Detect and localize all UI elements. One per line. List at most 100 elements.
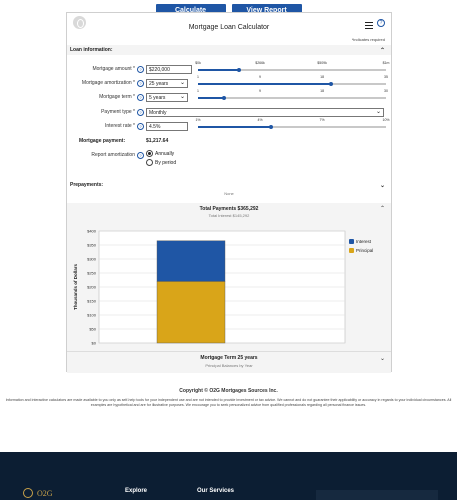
amount-tick: $1m <box>382 61 390 65</box>
amount-row: Mortgage amount * ? $220,000 $0k $266k $… <box>67 61 391 75</box>
y-tick-label: $300 <box>87 257 97 262</box>
y-tick-label: $200 <box>87 285 97 290</box>
amortization-slider-fill <box>198 83 332 85</box>
interest-help-icon[interactable]: ? <box>137 123 144 130</box>
term-tick: 30 <box>384 89 388 93</box>
legend-label: Interest <box>356 239 372 244</box>
y-tick-label: $250 <box>87 271 97 276</box>
term-slider[interactable] <box>198 95 386 100</box>
total-payments: Total Payments $365,292 <box>199 206 259 212</box>
amortization-tick: 9 <box>259 75 262 79</box>
y-tick-label: $0 <box>92 341 97 346</box>
payment-type-help-icon[interactable]: ? <box>137 109 144 116</box>
y-tick-label: $350 <box>87 243 97 248</box>
interest-input[interactable]: 4.5% <box>146 122 188 131</box>
payment-type-value: Monthly <box>149 110 167 116</box>
term-subtitle: Principal Balances by Year <box>205 363 253 368</box>
loan-info-label: Loan information: <box>70 47 113 53</box>
amortization-value: 25 years <box>149 81 169 87</box>
term-title: Mortgage Term 25 years <box>200 355 258 361</box>
report-amortization-label: Report amortization <box>91 152 135 158</box>
amortization-slider[interactable] <box>198 81 386 86</box>
interest-slider-handle[interactable] <box>269 124 274 129</box>
amount-input[interactable]: $220,000 <box>146 65 192 74</box>
total-interest: Total Interest $145,292 <box>208 213 250 218</box>
term-tick: 9 <box>259 89 262 93</box>
legend-label: Principal <box>356 248 373 253</box>
amount-label: Mortgage amount * <box>92 66 135 72</box>
amortization-select[interactable]: 25 years ⌄ <box>146 79 188 88</box>
amortization-tick: 35 <box>384 75 388 79</box>
radio-by-period[interactable] <box>146 159 153 166</box>
term-row: Mortgage term * ? 5 years ⌄ 1 9 18 30 <box>67 89 391 103</box>
interest-label: Interest rate * <box>104 123 135 129</box>
prepayments-label: Prepayments: <box>70 182 104 188</box>
amount-tick: $266k <box>255 61 265 65</box>
term-tick: 18 <box>320 89 325 93</box>
term-slider-fill <box>198 97 225 99</box>
interest-ticks: 1% 4% 7% 10% <box>195 118 390 123</box>
amortization-help-icon[interactable]: ? <box>137 80 144 87</box>
copyright: Copyright © O2G Mortgages Sources Inc. <box>179 388 278 394</box>
radio-annually[interactable] <box>146 150 153 157</box>
chevron-down-icon: ⌄ <box>375 109 381 115</box>
interest-row: Interest rate * ? 4.5% 1% 4% 7% 10% <box>67 118 391 132</box>
chart-section: Total Payments $365,292 Total Interest $… <box>67 203 391 351</box>
menu-icon[interactable] <box>365 22 373 29</box>
y-tick-label: $50 <box>89 327 96 332</box>
chevron-up-icon: ⌃ <box>379 48 385 54</box>
bar-principal <box>156 281 226 344</box>
footer-form-box[interactable] <box>316 490 438 500</box>
report-help-icon[interactable]: ? <box>137 152 144 159</box>
explore-heading: Explore <box>125 488 148 494</box>
payment-type-label: Payment type * <box>101 109 135 115</box>
disclaimer: Information and interactive calculators … <box>5 398 452 407</box>
amortization-chart: $0 $50 $100 $150 $200 $250 $300 $350 $400 Thousan… <box>73 229 373 346</box>
radio-annually-label: Annually <box>155 151 175 157</box>
term-summary[interactable]: Mortgage Term 25 years Principal Balance… <box>67 351 391 373</box>
payment-type-row: Payment type * ? Monthly ⌄ <box>67 108 391 118</box>
payment-type-select[interactable]: Monthly ⌄ <box>146 108 384 117</box>
loan-info-header[interactable]: Loan information: ⌃ <box>67 45 391 55</box>
interest-tick: 10% <box>382 118 390 122</box>
term-tick: 1 <box>197 89 199 93</box>
legend-swatch <box>349 239 354 244</box>
y-tick-label: $400 <box>87 229 97 234</box>
brand-logo-text: O2G <box>37 489 53 498</box>
amortization-ticks: 1 9 18 35 <box>197 75 388 80</box>
prepayments-value: None <box>224 191 234 196</box>
amount-tick: $0k <box>195 61 201 65</box>
term-slider-handle[interactable] <box>222 95 227 100</box>
amortization-slider-handle[interactable] <box>329 81 334 86</box>
calculator-logo-icon <box>73 16 86 29</box>
amortization-tick: 1 <box>197 75 199 79</box>
services-heading: Our Services <box>197 488 235 494</box>
amount-slider-handle[interactable] <box>237 67 242 72</box>
amortization-label: Mortgage amortization * <box>81 80 135 86</box>
help-icon[interactable]: ? <box>377 19 385 27</box>
prepayments-header[interactable]: Prepayments: ⌄ <box>67 180 391 190</box>
brand-logo-icon <box>23 488 33 498</box>
legend-swatch <box>349 248 354 253</box>
calculator-panel: Mortgage Loan Calculator ? *indicates re… <box>66 12 392 373</box>
interest-slider[interactable] <box>198 124 386 129</box>
chevron-down-icon: ⌄ <box>179 80 185 86</box>
payment-label: Mortgage payment: <box>79 138 126 144</box>
amount-ticks: $0k $266k $509k $1m <box>195 61 389 66</box>
chevron-down-icon: ⌄ <box>379 183 385 189</box>
interest-tick: 1% <box>195 118 201 122</box>
required-note: *indicates required <box>351 37 385 42</box>
amortization-row: Mortgage amortization * ? 25 years ⌄ 1 9… <box>67 75 391 89</box>
interest-slider-fill <box>198 126 272 128</box>
chevron-up-icon[interactable]: ⌃ <box>379 206 385 212</box>
term-select[interactable]: 5 years ⌄ <box>146 93 188 102</box>
y-axis-label: Thousands of Dollars <box>73 264 78 311</box>
amount-help-icon[interactable]: ? <box>137 66 144 73</box>
amount-slider[interactable] <box>198 67 386 72</box>
y-tick-label: $150 <box>87 299 97 304</box>
amount-tick: $509k <box>317 61 327 65</box>
term-label: Mortgage term * <box>99 94 135 100</box>
term-help-icon[interactable]: ? <box>137 94 144 101</box>
chevron-down-icon: ⌄ <box>179 94 185 100</box>
term-value: 5 years <box>149 95 166 101</box>
